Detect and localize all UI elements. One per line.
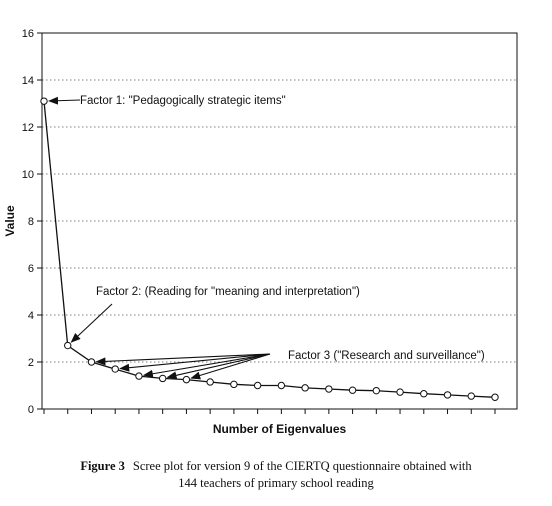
annotation-arrow xyxy=(70,303,113,343)
y-tick-label: 14 xyxy=(22,75,34,87)
data-point xyxy=(111,365,119,373)
data-point xyxy=(301,384,309,392)
data-point xyxy=(348,386,357,394)
data-point xyxy=(64,341,72,350)
data-point xyxy=(372,386,381,395)
data-points xyxy=(40,97,499,401)
annotation-arrow xyxy=(166,353,271,380)
caption-line-1: Figure 3 Scree plot for version 9 of the … xyxy=(0,458,552,475)
data-point xyxy=(277,381,286,390)
annotation-label: Factor 2: (Reading for "meaning and inte… xyxy=(96,286,360,298)
data-point xyxy=(135,372,143,380)
annotation-arrow xyxy=(190,353,271,380)
data-point xyxy=(253,381,262,390)
data-point xyxy=(182,375,191,384)
y-tick-label: 6 xyxy=(28,263,34,275)
caption-figure-label: Figure 3 xyxy=(80,459,125,473)
y-tick-label: 0 xyxy=(28,404,34,416)
data-point xyxy=(87,358,96,366)
data-point xyxy=(467,392,475,400)
caption-text-1: Scree plot for version 9 of the CIERTQ q… xyxy=(132,459,472,473)
y-tick-label: 8 xyxy=(28,216,34,228)
data-point xyxy=(325,385,333,393)
y-tick-label: 10 xyxy=(22,169,34,181)
y-tick-label: 16 xyxy=(22,28,34,40)
data-point xyxy=(40,97,48,105)
grid-lines xyxy=(42,79,517,363)
annotation-arrow xyxy=(119,353,271,372)
data-point xyxy=(158,374,167,383)
x-axis xyxy=(43,409,496,414)
annotation-arrow xyxy=(142,353,271,378)
data-point xyxy=(206,378,214,386)
data-point xyxy=(443,391,452,399)
data-point xyxy=(396,388,404,396)
y-tick-label: 2 xyxy=(28,357,34,369)
x-axis-title: Number of Eigenvalues xyxy=(213,422,347,436)
scree-plot: 0 2 4 6 8 10 12 14 16 Factor 1: "Pedagogically s… xyxy=(3,28,518,436)
data-point xyxy=(230,380,238,389)
y-axis-title: Value xyxy=(3,205,17,237)
annotation-arrow xyxy=(47,96,81,105)
data-point xyxy=(420,390,428,398)
annotations: Factor 1: "Pedagogically strategic items… xyxy=(47,95,485,380)
caption-text-2: 144 teachers of primary school reading xyxy=(178,476,374,490)
y-tick-label: 12 xyxy=(22,122,34,134)
y-tick-label: 4 xyxy=(28,310,34,322)
y-axis: 0 2 4 6 8 10 12 14 16 xyxy=(22,28,42,416)
data-point xyxy=(491,393,499,401)
annotation-label: Factor 1: "Pedagogically strategic items… xyxy=(80,95,286,107)
series-line xyxy=(43,101,496,398)
annotation-arrow xyxy=(95,353,271,366)
figure-caption: Figure 3 Scree plot for version 9 of the … xyxy=(0,458,552,492)
annotation-label: Factor 3 ("Research and surveillance") xyxy=(288,350,485,362)
